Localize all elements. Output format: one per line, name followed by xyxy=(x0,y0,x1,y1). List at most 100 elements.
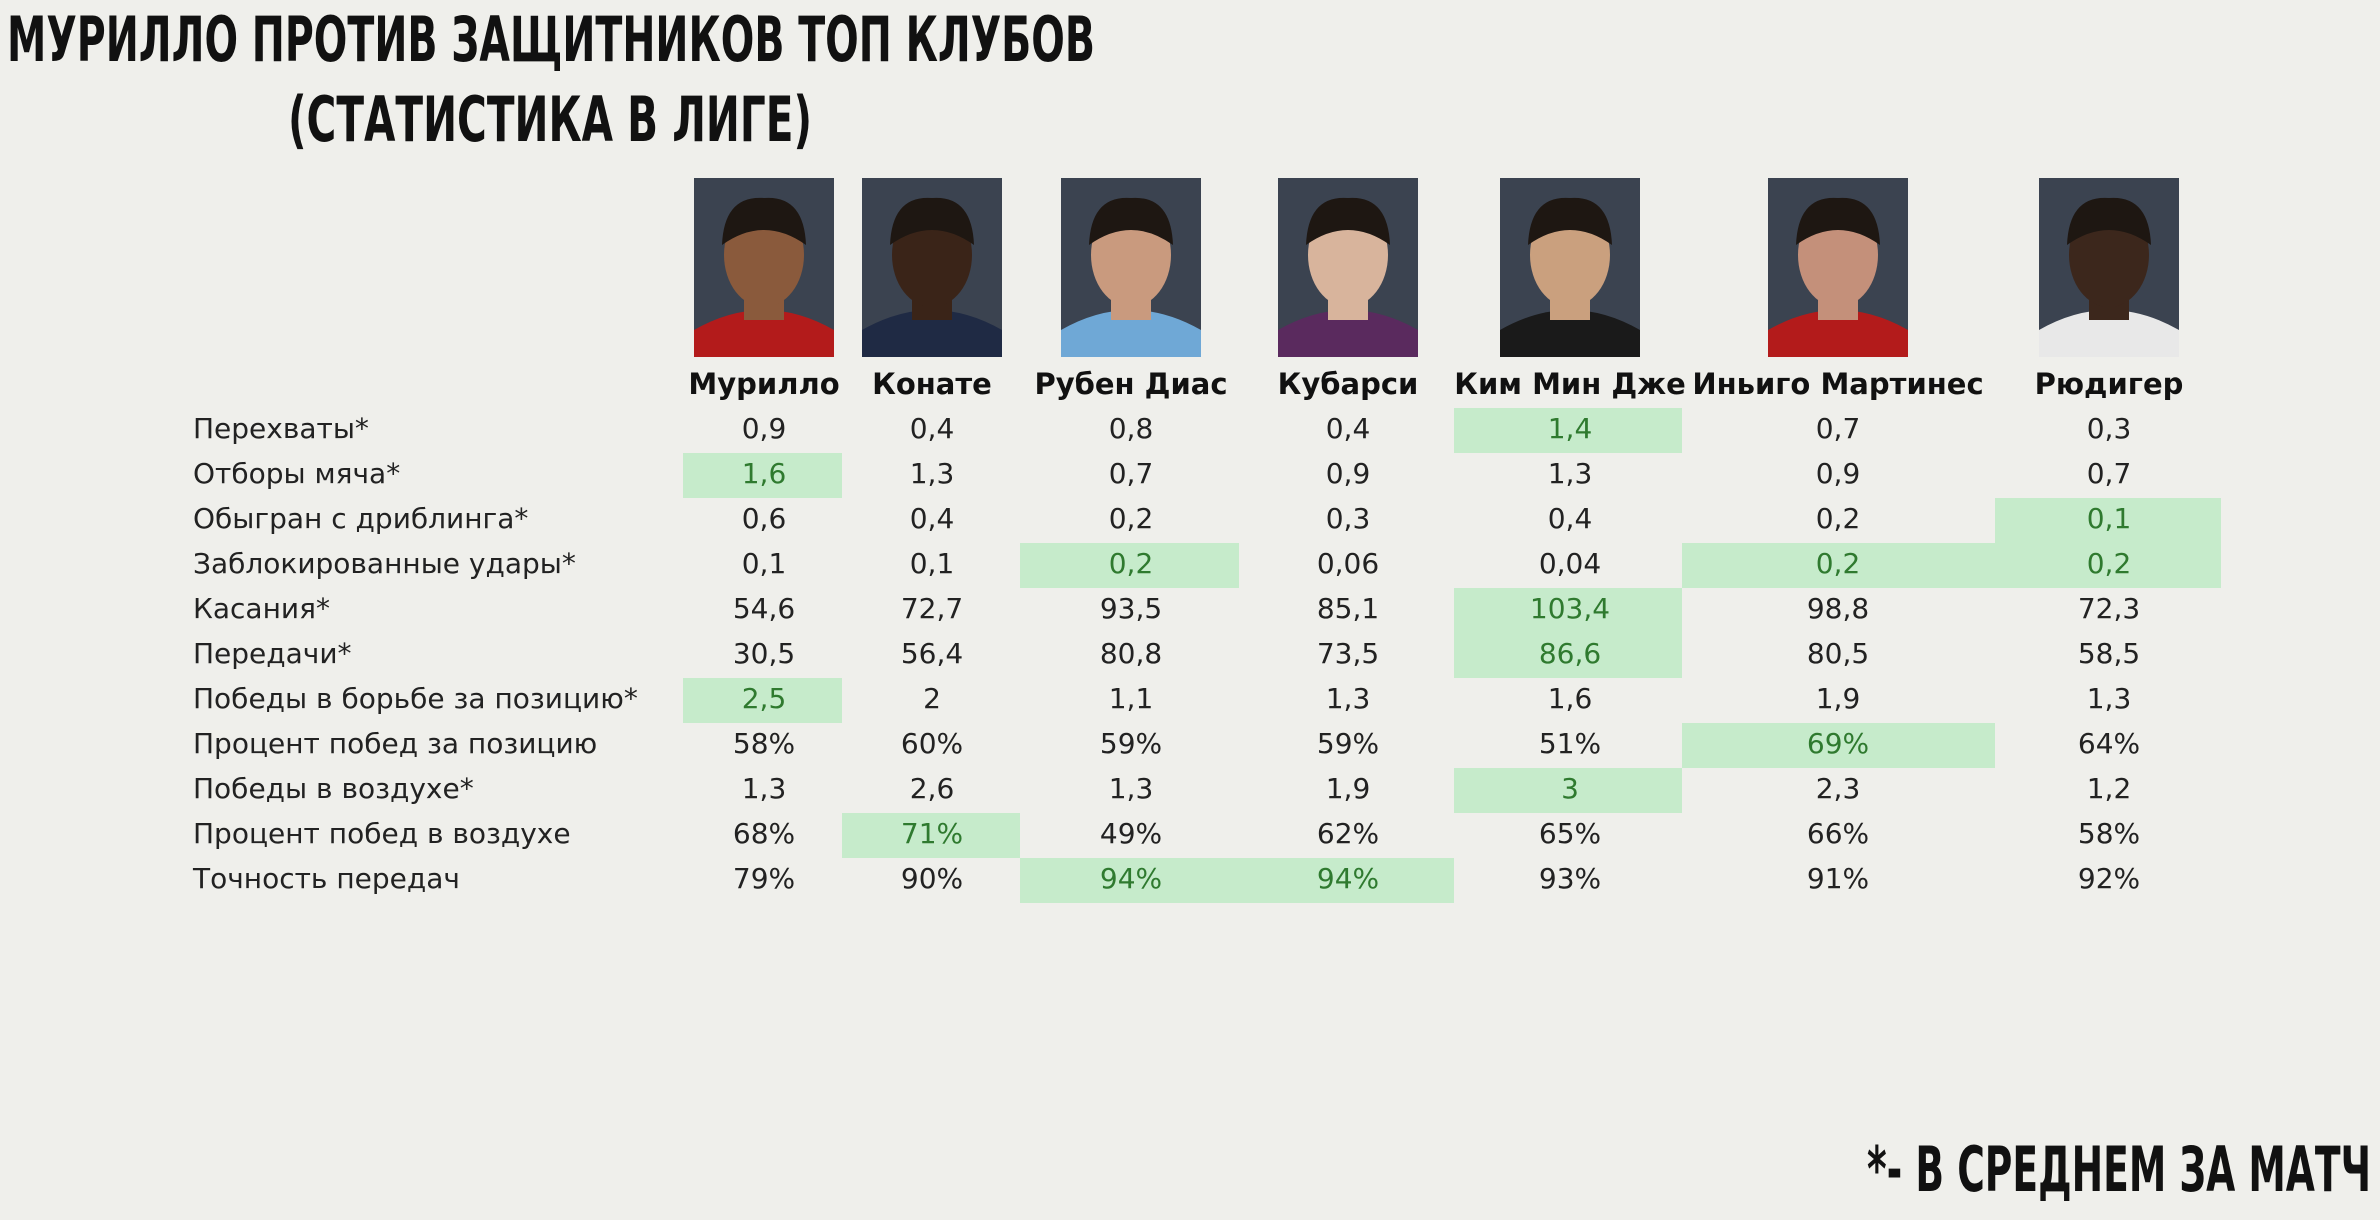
player-photo xyxy=(2039,178,2179,357)
stat-value: 0,2 xyxy=(1109,547,1154,580)
stat-value: 0,1 xyxy=(910,547,955,580)
stat-value: 0,2 xyxy=(1109,502,1154,535)
stat-value: 80,5 xyxy=(1807,637,1869,670)
stat-value: 0,7 xyxy=(2087,457,2132,490)
photo-hair xyxy=(1796,197,1880,245)
photo-shoulders xyxy=(1768,310,1908,357)
photo-hair xyxy=(722,197,806,245)
stat-value: 79% xyxy=(733,862,795,895)
player-name: Иньиго Мартинес xyxy=(1692,367,1983,401)
photo-shoulders xyxy=(694,310,834,357)
stat-value: 86,6 xyxy=(1539,637,1601,670)
highlight-cell xyxy=(1995,498,2221,543)
stat-value: 62% xyxy=(1317,817,1379,850)
photo-shoulders xyxy=(862,310,1002,357)
stat-value: 0,2 xyxy=(2087,547,2132,580)
highlight-cell xyxy=(1454,768,1682,813)
stat-value: 71% xyxy=(901,817,963,850)
stats-table: Мурилло Конате Рубен Диас Кубарси Ким Мин Дж… xyxy=(192,178,2221,903)
stat-value: 93% xyxy=(1539,862,1601,895)
player-photo xyxy=(1768,178,1908,357)
stat-value: 91% xyxy=(1807,862,1869,895)
player-name: Ким Мин Дже xyxy=(1454,367,1686,401)
photo-shoulders xyxy=(1061,310,1201,357)
stat-value: 1,1 xyxy=(1109,682,1154,715)
photo-hair xyxy=(1089,197,1173,245)
highlight-cell xyxy=(1020,858,1239,903)
stat-value: 0,1 xyxy=(2087,502,2132,535)
stat-value: 0,9 xyxy=(742,412,787,445)
stat-value: 72,3 xyxy=(2078,592,2140,625)
stat-value: 2,3 xyxy=(1816,772,1861,805)
stat-value: 80,8 xyxy=(1100,637,1162,670)
stat-value: 59% xyxy=(1100,727,1162,760)
row-label: Касания* xyxy=(193,592,330,625)
player-photo xyxy=(1278,178,1418,357)
row-label: Перехваты* xyxy=(193,412,369,445)
stat-value: 90% xyxy=(901,862,963,895)
row-label: Передачи* xyxy=(193,637,352,670)
stat-value: 0,7 xyxy=(1816,412,1861,445)
stat-value: 58,5 xyxy=(2078,637,2140,670)
stat-value: 1,2 xyxy=(2087,772,2132,805)
stat-value: 3 xyxy=(1561,772,1579,805)
row-label: Процент побед в воздухе xyxy=(193,817,571,850)
stat-value: 1,3 xyxy=(742,772,787,805)
highlight-cell xyxy=(1454,588,1682,633)
stat-value: 98,8 xyxy=(1807,592,1869,625)
player-photo xyxy=(694,178,834,357)
stat-value: 65% xyxy=(1539,817,1601,850)
stat-value: 0,3 xyxy=(2087,412,2132,445)
stat-value: 73,5 xyxy=(1317,637,1379,670)
stat-value: 2,6 xyxy=(910,772,955,805)
photo-hair xyxy=(1528,197,1612,245)
photo-shoulders xyxy=(2039,310,2179,357)
stat-value: 0,4 xyxy=(1326,412,1371,445)
row-label: Заблокированные удары* xyxy=(193,547,576,580)
stat-value: 1,6 xyxy=(1548,682,1593,715)
photo-hair xyxy=(2067,197,2151,245)
player-name: Кубарси xyxy=(1278,367,1419,401)
stat-value: 0,2 xyxy=(1816,547,1861,580)
highlight-cell xyxy=(1995,543,2221,588)
row-label: Точность передач xyxy=(192,862,460,895)
stat-value: 1,9 xyxy=(1816,682,1861,715)
footnote: *- В СРЕДНЕМ ЗА МАТЧ xyxy=(1867,1133,2371,1206)
row-label: Победы в борьбе за позицию* xyxy=(193,682,638,715)
player-name: Конате xyxy=(872,367,992,401)
stat-value: 49% xyxy=(1100,817,1162,850)
highlight-cell xyxy=(1239,858,1454,903)
highlight-cell xyxy=(683,453,842,498)
stat-value: 1,3 xyxy=(1326,682,1371,715)
player-photo xyxy=(1500,178,1640,357)
stat-value: 56,4 xyxy=(901,637,963,670)
player-photo xyxy=(1061,178,1201,357)
stat-value: 0,4 xyxy=(910,502,955,535)
highlight-cell xyxy=(1454,408,1682,453)
highlight-cell xyxy=(1020,543,1239,588)
title-line: МУРИЛЛО ПРОТИВ ЗАЩИТНИКОВ ТОП КЛУБОВ xyxy=(7,3,1095,76)
row-label: Победы в воздухе* xyxy=(193,772,474,805)
player-name: Рюдигер xyxy=(2035,367,2184,401)
highlight-cell xyxy=(1682,543,1995,588)
stat-value: 0,04 xyxy=(1539,547,1601,580)
stat-value: 51% xyxy=(1539,727,1601,760)
stat-value: 72,7 xyxy=(901,592,963,625)
photo-shoulders xyxy=(1500,310,1640,357)
stat-value: 1,4 xyxy=(1548,412,1593,445)
stat-value: 0,06 xyxy=(1317,547,1379,580)
stat-value: 103,4 xyxy=(1530,592,1610,625)
stat-value: 1,6 xyxy=(742,457,787,490)
stat-value: 94% xyxy=(1317,862,1379,895)
stat-value: 0,7 xyxy=(1109,457,1154,490)
stat-value: 58% xyxy=(733,727,795,760)
player-photo xyxy=(862,178,1002,357)
stat-value: 0,1 xyxy=(742,547,787,580)
stat-value: 85,1 xyxy=(1317,592,1379,625)
stat-value: 0,3 xyxy=(1326,502,1371,535)
stat-value: 0,4 xyxy=(910,412,955,445)
stat-value: 93,5 xyxy=(1100,592,1162,625)
stat-value: 59% xyxy=(1317,727,1379,760)
stat-value: 0,8 xyxy=(1109,412,1154,445)
